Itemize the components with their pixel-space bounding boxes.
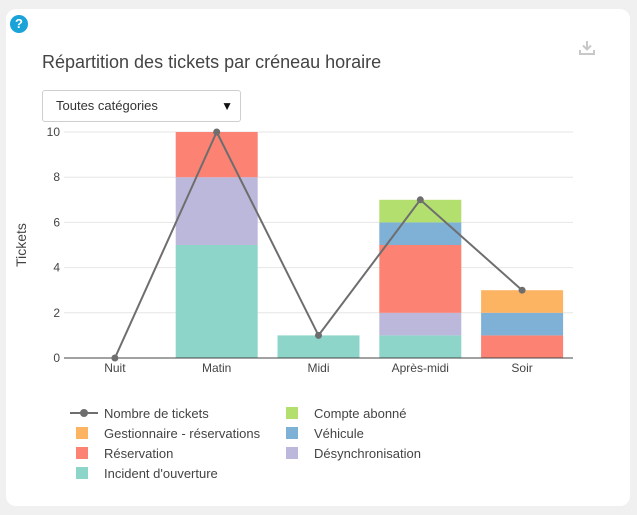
- y-tick-label: 10: [47, 125, 61, 139]
- chart: 0 2 4 6 8 10 Nuit Matin Midi Après-midi Soir Ticket…: [13, 125, 573, 375]
- help-icon[interactable]: ?: [10, 15, 28, 33]
- legend-swatch: [70, 407, 98, 419]
- legend-item[interactable]: Nombre de tickets: [70, 404, 209, 422]
- line-point: [315, 331, 322, 339]
- legend-swatch: [76, 467, 88, 479]
- legend-swatch: [286, 427, 298, 439]
- legend-label: Véhicule: [314, 425, 364, 441]
- legend-label: Désynchronisation: [314, 445, 421, 461]
- legend-label: Compte abonné: [314, 405, 407, 421]
- line-point: [111, 354, 119, 362]
- legend-item[interactable]: Véhicule: [280, 424, 364, 442]
- line-point: [213, 128, 221, 136]
- bar-segment: [379, 245, 462, 313]
- legend-swatch: [286, 447, 298, 459]
- chevron-down-icon: ▼: [221, 99, 233, 113]
- bar-segment: [175, 245, 258, 358]
- legend-item[interactable]: Désynchronisation: [280, 444, 421, 462]
- legend-label: Réservation: [104, 445, 174, 461]
- line-point: [518, 286, 526, 294]
- bar-segment: [481, 312, 564, 336]
- bar-segment: [277, 335, 360, 358]
- legend-item[interactable]: Compte abonné: [280, 404, 407, 422]
- y-tick-label: 8: [53, 170, 60, 184]
- x-tick-label: Nuit: [104, 361, 126, 375]
- y-tick-label: 4: [53, 261, 60, 275]
- legend-swatch: [286, 407, 298, 419]
- legend-item[interactable]: Incident d'ouverture: [70, 464, 218, 482]
- line-point: [416, 196, 424, 204]
- bar-segment: [379, 312, 462, 336]
- bar-segment: [481, 290, 564, 313]
- y-axis-label: Tickets: [13, 223, 29, 267]
- x-tick-label: Après-midi: [392, 361, 449, 375]
- legend-item[interactable]: Gestionnaire - réservations: [70, 424, 260, 442]
- y-tick-label: 0: [53, 351, 60, 365]
- download-icon[interactable]: [578, 40, 596, 56]
- bar-segment: [175, 132, 258, 178]
- bar-segment: [481, 335, 564, 358]
- y-tick-label: 2: [53, 306, 60, 320]
- legend-label: Incident d'ouverture: [104, 465, 218, 481]
- legend-item[interactable]: Réservation: [70, 444, 173, 462]
- chart-legend: Nombre de tickets Gestionnaire - réservat…: [70, 404, 490, 488]
- legend-label: Nombre de tickets: [104, 405, 209, 421]
- chart-title: Répartition des tickets par créneau hora…: [42, 52, 382, 72]
- x-tick-label: Soir: [511, 361, 532, 375]
- category-select-value: Toutes catégories: [56, 98, 158, 113]
- bar-segment: [379, 335, 462, 358]
- legend-swatch: [76, 447, 88, 459]
- legend-swatch: [76, 427, 88, 439]
- y-tick-label: 6: [53, 215, 60, 229]
- x-tick-label: Matin: [202, 361, 231, 375]
- legend-label: Gestionnaire - réservations: [104, 425, 261, 441]
- x-tick-label: Midi: [307, 361, 329, 375]
- category-select[interactable]: Toutes catégories ▼: [42, 90, 241, 122]
